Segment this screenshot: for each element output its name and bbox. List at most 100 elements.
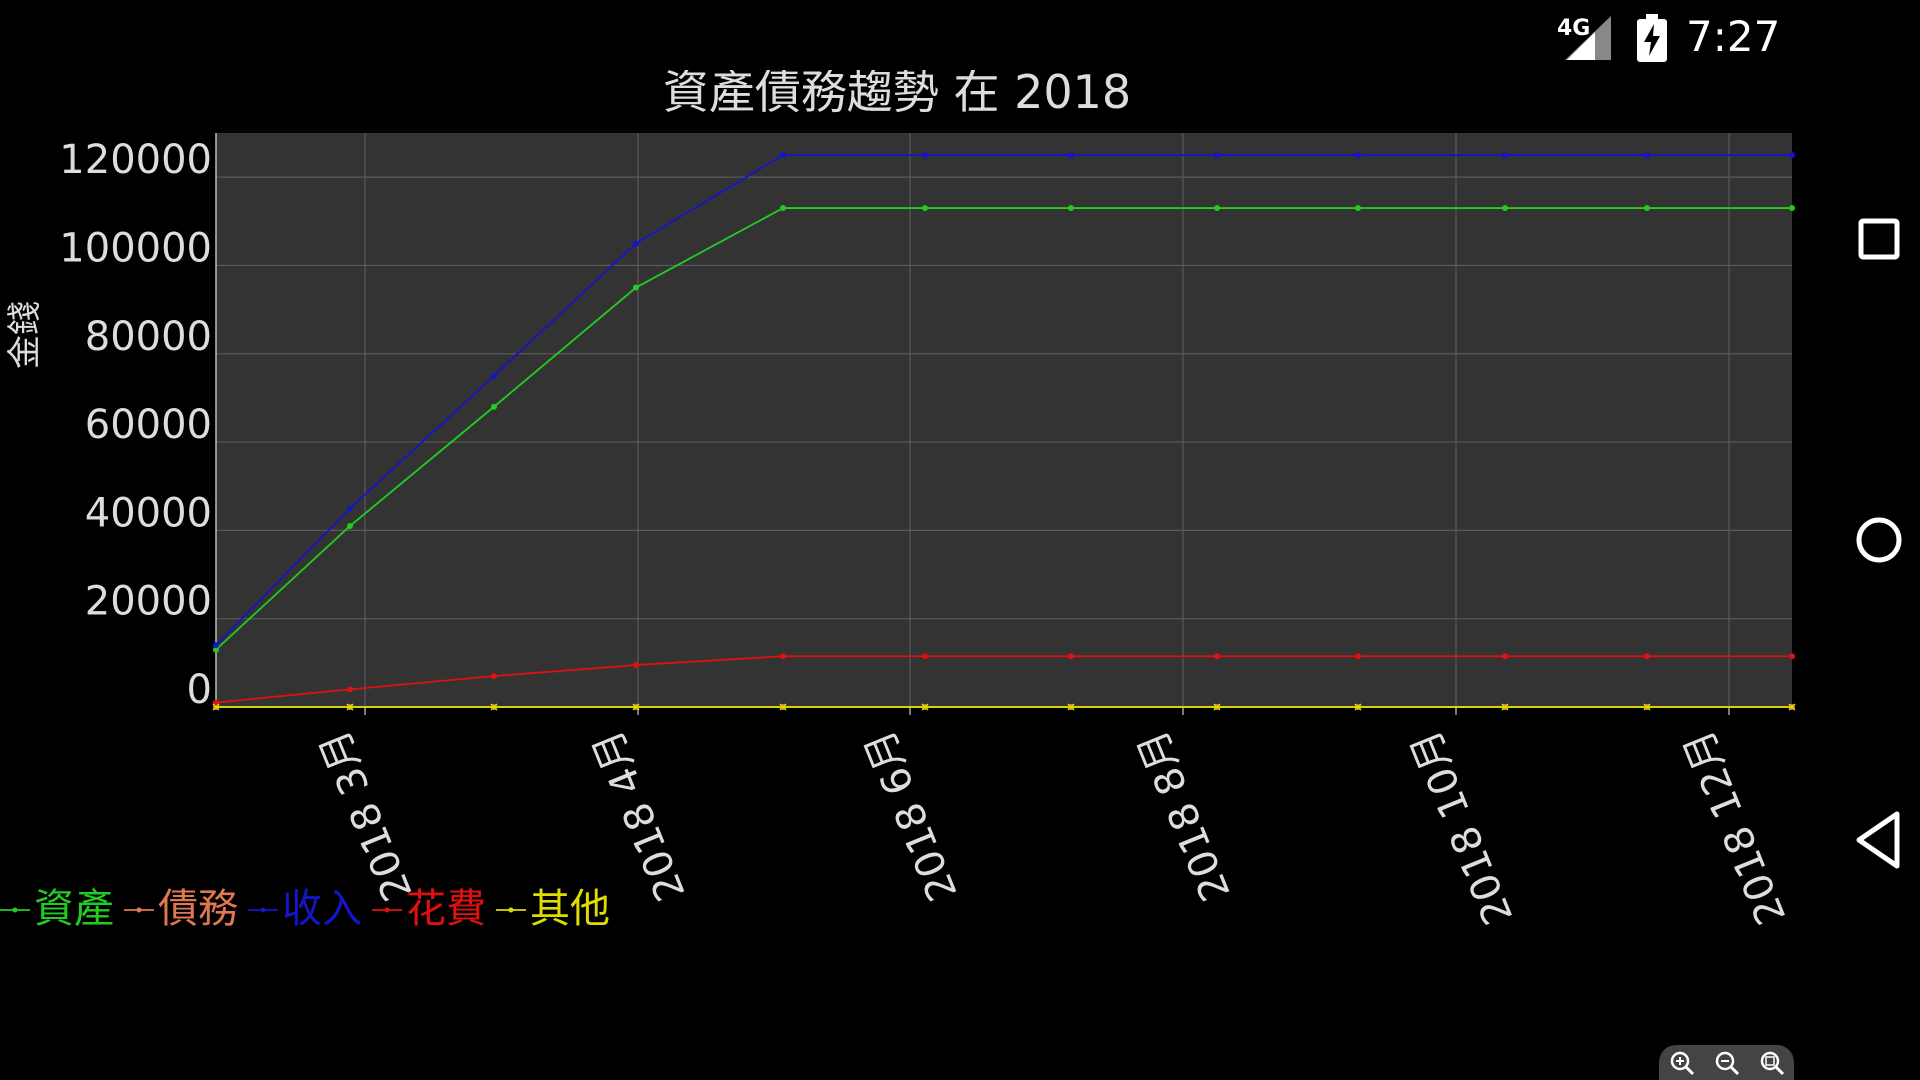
data-point bbox=[1789, 152, 1795, 159]
data-point bbox=[1788, 703, 1796, 711]
data-point bbox=[491, 372, 497, 379]
data-point bbox=[1355, 653, 1361, 660]
legend-label: 資產 bbox=[34, 886, 114, 932]
data-point bbox=[780, 653, 786, 660]
series-花費 bbox=[213, 653, 1795, 706]
series-收入 bbox=[213, 152, 1795, 649]
data-point bbox=[491, 403, 497, 410]
clock: 7:27 bbox=[1686, 12, 1781, 61]
legend: 資產 債務 收入 花費 其他 bbox=[0, 886, 610, 932]
data-point bbox=[1643, 703, 1651, 711]
data-point bbox=[1644, 152, 1650, 159]
data-point bbox=[1501, 703, 1509, 711]
legend-item: 債務 bbox=[124, 886, 238, 932]
data-point bbox=[780, 152, 786, 159]
y-tick-label: 120000 bbox=[59, 137, 212, 183]
data-point bbox=[1068, 205, 1074, 212]
data-point bbox=[1355, 152, 1361, 159]
y-axis-ticks: 0 20000 40000 60000 80000 100000 120000 bbox=[59, 137, 212, 713]
data-point bbox=[1214, 653, 1220, 660]
status-bar: 4G 7:27 bbox=[0, 0, 1835, 80]
x-tick-label: 2018 10月 bbox=[1403, 723, 1523, 931]
y-tick-label: 60000 bbox=[85, 402, 212, 448]
legend-item: 資產 bbox=[0, 886, 114, 932]
data-point bbox=[1214, 152, 1220, 159]
chart-title: 資產債務趨勢 在 2018 bbox=[663, 70, 1131, 119]
battery-charging-icon bbox=[1637, 14, 1667, 62]
legend-marker bbox=[508, 907, 514, 913]
zoom-controls bbox=[1659, 1045, 1794, 1080]
data-point bbox=[213, 699, 219, 706]
legend-marker bbox=[136, 907, 142, 913]
data-point bbox=[1789, 653, 1795, 660]
square-icon bbox=[1858, 218, 1899, 260]
home-button[interactable] bbox=[1835, 497, 1920, 582]
data-point bbox=[922, 653, 928, 660]
legend-item: 其他 bbox=[496, 886, 610, 932]
cellular-signal-icon bbox=[1565, 16, 1611, 60]
series-lines bbox=[212, 152, 1796, 711]
data-point bbox=[1502, 205, 1508, 212]
legend-label: 花費 bbox=[406, 886, 486, 932]
y-axis-title: 金錢 bbox=[5, 301, 45, 369]
navigation-bar bbox=[1835, 0, 1920, 1080]
data-point bbox=[1068, 653, 1074, 660]
x-tick-label: 2018 6月 bbox=[857, 723, 967, 907]
y-tick-label: 80000 bbox=[85, 314, 212, 360]
data-point bbox=[1644, 653, 1650, 660]
y-tick-label: 20000 bbox=[85, 579, 212, 625]
zoom-fit-icon[interactable] bbox=[1759, 1050, 1785, 1076]
legend-marker bbox=[260, 907, 266, 913]
data-point bbox=[922, 152, 928, 159]
data-point bbox=[1789, 205, 1795, 212]
data-point bbox=[347, 686, 353, 693]
y-tick-label: 40000 bbox=[85, 490, 212, 536]
series-line bbox=[215, 655, 1792, 704]
data-point bbox=[1354, 703, 1362, 711]
data-point bbox=[779, 703, 787, 711]
data-point bbox=[347, 522, 353, 529]
data-point bbox=[1502, 653, 1508, 660]
legend-label: 其他 bbox=[530, 886, 610, 932]
plot-area bbox=[216, 133, 1792, 707]
x-tick-label: 2018 3月 bbox=[312, 723, 422, 907]
data-point bbox=[1213, 703, 1221, 711]
data-point bbox=[633, 240, 639, 247]
network-type-label: 4G bbox=[1557, 16, 1591, 41]
legend-label: 債務 bbox=[158, 886, 238, 932]
series-line bbox=[215, 154, 1792, 646]
data-point bbox=[1214, 205, 1220, 212]
zoom-in-icon[interactable] bbox=[1669, 1050, 1695, 1076]
recent-apps-button[interactable] bbox=[1835, 197, 1920, 282]
data-point bbox=[490, 703, 498, 711]
legend-label: 收入 bbox=[282, 886, 362, 932]
legend-marker bbox=[384, 907, 390, 913]
back-button[interactable] bbox=[1835, 797, 1920, 882]
legend-marker bbox=[12, 907, 18, 913]
data-point bbox=[213, 646, 219, 653]
data-point bbox=[346, 703, 354, 711]
series-其他 bbox=[212, 703, 1796, 711]
zoom-out-icon[interactable] bbox=[1714, 1050, 1740, 1076]
data-point bbox=[1502, 152, 1508, 159]
x-tick-label: 2018 8月 bbox=[1130, 723, 1240, 907]
data-point bbox=[633, 284, 639, 291]
y-tick-label: 0 bbox=[187, 667, 212, 713]
data-point bbox=[1355, 205, 1361, 212]
data-point bbox=[1067, 703, 1075, 711]
x-tick-label: 2018 4月 bbox=[585, 723, 695, 907]
data-point bbox=[921, 703, 929, 711]
data-point bbox=[780, 205, 786, 212]
data-point bbox=[633, 662, 639, 669]
legend-item: 花費 bbox=[372, 886, 486, 932]
data-point bbox=[1644, 205, 1650, 212]
data-point bbox=[922, 205, 928, 212]
data-point bbox=[1068, 152, 1074, 159]
series-資產 bbox=[213, 205, 1795, 653]
trend-chart[interactable]: 資產債務趨勢 在 2018 0 20000 40000 60000 80000 10000… bbox=[0, 70, 1835, 950]
circle-icon bbox=[1856, 517, 1901, 563]
data-point bbox=[632, 703, 640, 711]
data-point bbox=[491, 673, 497, 680]
back-triangle-icon bbox=[1856, 811, 1899, 869]
data-point bbox=[347, 505, 353, 512]
